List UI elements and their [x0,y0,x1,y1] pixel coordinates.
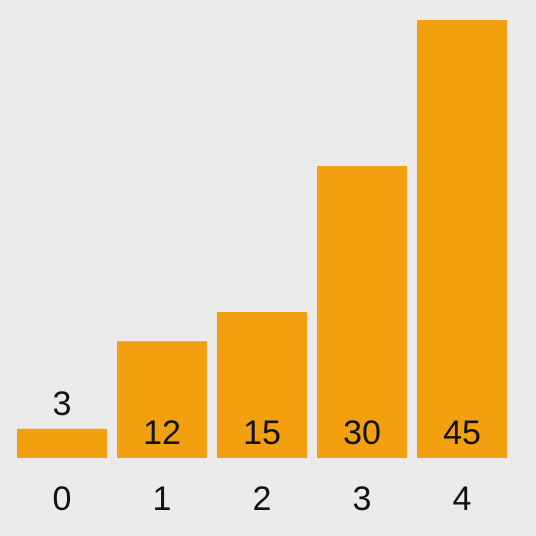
data-labels-layer: 3 12 15 30 45 [53,385,481,452]
data-label-2: 15 [243,414,281,452]
data-label-4: 45 [443,414,481,452]
bar-0 [17,428,107,458]
x-tick-label-2: 2 [253,480,272,518]
bar-3 [317,166,407,458]
bar-1 [117,341,207,458]
bar-4 [417,20,507,458]
x-tick-label-1: 1 [153,480,172,518]
bar-2 [217,312,307,458]
x-tick-label-3: 3 [353,480,372,518]
x-tick-label-0: 0 [53,480,72,518]
data-label-1: 12 [143,414,181,452]
x-tick-labels-layer: 0 1 2 3 4 [53,480,472,518]
data-label-3: 30 [343,414,381,452]
x-tick-label-4: 4 [453,480,472,518]
bars-layer [17,20,507,458]
data-label-0: 3 [53,385,72,423]
